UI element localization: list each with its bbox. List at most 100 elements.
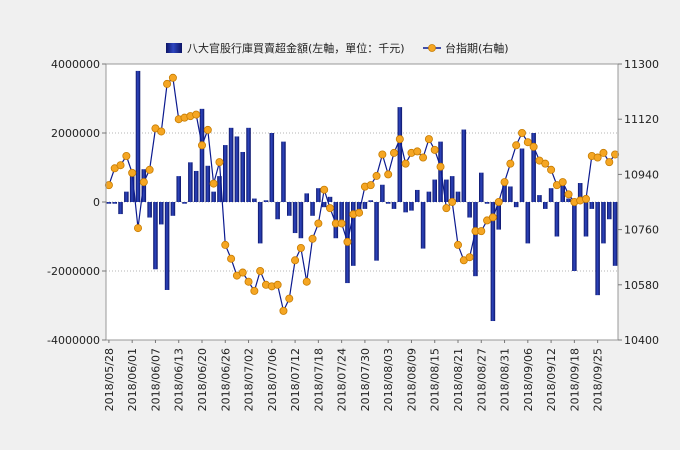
x-tick-label: 2018/07/02 bbox=[243, 348, 256, 411]
line-point bbox=[168, 73, 177, 82]
right-axis: 11300 11120 10940 10760 10580 10400 bbox=[618, 58, 659, 347]
line-point bbox=[192, 110, 201, 119]
bar bbox=[269, 133, 275, 202]
bar bbox=[188, 162, 193, 202]
bar bbox=[153, 202, 158, 270]
right-tick-label: 11300 bbox=[624, 58, 659, 71]
line-point bbox=[488, 213, 497, 222]
line-point bbox=[145, 165, 154, 174]
bar bbox=[543, 202, 548, 209]
bar bbox=[385, 202, 391, 204]
bar bbox=[426, 191, 432, 202]
bar bbox=[612, 202, 618, 266]
bar bbox=[147, 202, 152, 218]
line-point bbox=[355, 208, 364, 217]
bar bbox=[257, 202, 263, 244]
line-point bbox=[448, 197, 457, 206]
x-tick-label: 2018/08/15 bbox=[429, 348, 442, 411]
bar bbox=[560, 179, 565, 202]
x-tick-label: 2018/06/13 bbox=[173, 348, 186, 411]
line-point bbox=[366, 181, 375, 190]
left-axis: 4000000 2000000 0 -2000000 -4000000 bbox=[47, 58, 106, 347]
bar bbox=[455, 191, 461, 202]
line-point bbox=[227, 254, 236, 263]
bar bbox=[391, 202, 397, 209]
line-point bbox=[518, 128, 527, 137]
x-tick-label: 2018/08/21 bbox=[452, 348, 465, 411]
bar bbox=[292, 202, 298, 234]
bar bbox=[479, 172, 484, 202]
bar bbox=[159, 202, 164, 225]
line-point bbox=[372, 171, 381, 180]
x-tick-label: 2018/06/26 bbox=[219, 348, 232, 411]
x-tick-label: 2018/07/24 bbox=[336, 348, 349, 411]
bar bbox=[106, 202, 112, 204]
line-point bbox=[436, 162, 445, 171]
bar bbox=[461, 129, 467, 202]
x-tick-label: 2018/06/01 bbox=[126, 348, 139, 411]
bar bbox=[135, 70, 141, 203]
bar bbox=[566, 198, 571, 202]
bar bbox=[223, 145, 228, 202]
bar bbox=[321, 202, 327, 208]
bar bbox=[531, 133, 536, 202]
bar bbox=[211, 191, 216, 202]
line-point bbox=[157, 127, 166, 136]
line-point bbox=[139, 178, 148, 187]
line-point bbox=[523, 138, 532, 147]
bar bbox=[601, 202, 606, 244]
bar bbox=[124, 191, 129, 202]
line-point bbox=[285, 294, 294, 303]
bar bbox=[304, 193, 309, 202]
line-point bbox=[343, 237, 352, 246]
x-tick-label: 2018/07/18 bbox=[312, 348, 325, 411]
line-point bbox=[395, 135, 404, 144]
bar bbox=[525, 202, 531, 244]
left-tick-label: 0 bbox=[93, 196, 100, 209]
bar bbox=[339, 202, 344, 221]
bar bbox=[118, 202, 123, 215]
x-tick-label: 2018/06/07 bbox=[149, 348, 162, 411]
bar bbox=[420, 202, 426, 249]
line-series bbox=[104, 73, 620, 315]
line-point bbox=[477, 227, 486, 236]
bar bbox=[240, 151, 245, 202]
right-tick-label: 10400 bbox=[624, 334, 659, 347]
left-tick-label: -4000000 bbox=[47, 334, 100, 347]
bar bbox=[263, 200, 269, 202]
line-point bbox=[116, 161, 125, 170]
x-tick-label: 2018/07/12 bbox=[289, 348, 302, 411]
legend: 八大官股行庫買賣超金額(左軸，單位：千元) 台指期(右軸) bbox=[166, 41, 509, 55]
line-point bbox=[163, 79, 172, 88]
bar bbox=[170, 202, 176, 216]
bar bbox=[228, 127, 234, 202]
line-point bbox=[413, 147, 422, 156]
right-tick-label: 11120 bbox=[624, 113, 659, 126]
line-point bbox=[104, 181, 113, 190]
bar bbox=[205, 165, 211, 202]
bar bbox=[356, 202, 362, 211]
line-point bbox=[500, 178, 509, 187]
line-point bbox=[291, 256, 300, 265]
line-point bbox=[122, 151, 131, 160]
bar bbox=[112, 202, 117, 204]
line-point bbox=[337, 219, 346, 228]
legend-bar-label: 八大官股行庫買賣超金額(左軸，單位：千元) bbox=[187, 41, 405, 55]
bar-series bbox=[106, 70, 618, 322]
bar bbox=[129, 172, 135, 202]
bar bbox=[607, 202, 612, 220]
line-point bbox=[564, 190, 573, 199]
x-tick-label: 2018/07/30 bbox=[359, 348, 372, 411]
bar bbox=[327, 196, 333, 202]
line-point bbox=[430, 145, 439, 154]
bar bbox=[577, 183, 583, 202]
line-point bbox=[582, 194, 591, 203]
bar bbox=[432, 179, 437, 202]
bar bbox=[176, 176, 181, 202]
line-point bbox=[494, 197, 503, 206]
line-point bbox=[197, 141, 206, 150]
bar bbox=[368, 200, 373, 202]
x-tick-label: 2018/08/27 bbox=[475, 348, 488, 411]
bar bbox=[380, 184, 385, 202]
